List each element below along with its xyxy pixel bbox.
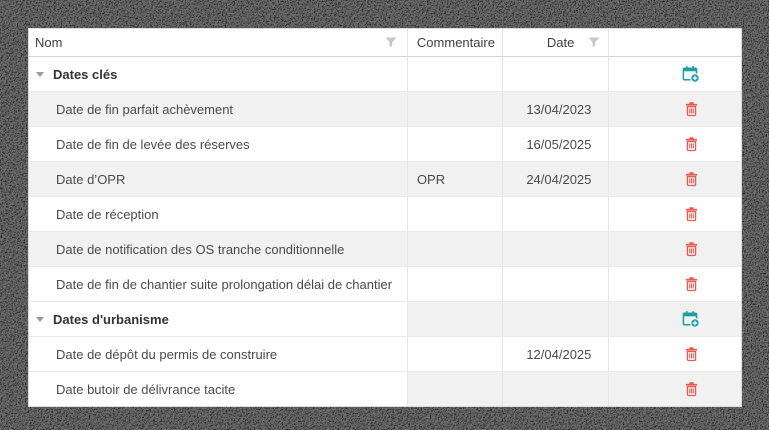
group-title: Dates clés [53,66,118,82]
date-cell: 24/04/2025 [502,162,610,196]
commentaire-cell [408,267,503,301]
column-header-date[interactable]: Date [503,29,610,56]
date-cell: 13/04/2023 [502,92,610,126]
actions-cell [609,232,741,266]
date-cell [502,302,610,336]
column-header-commentaire[interactable]: Commentaire [408,29,503,56]
column-header-nom[interactable]: Nom [29,29,408,56]
nom-cell: Date de fin de levée des réserves [29,127,408,161]
column-header-label: Commentaire [416,35,495,50]
date-value: 16/05/2025 [526,136,592,152]
table-row[interactable]: Date de fin de levée des réserves 16/05/2… [29,126,741,161]
trash-icon[interactable] [684,136,699,152]
trash-icon[interactable] [684,101,699,117]
chevron-down-icon[interactable] [36,71,44,77]
filter-icon[interactable] [588,37,600,48]
actions-cell [609,267,741,301]
trash-icon[interactable] [684,276,699,292]
actions-cell [609,197,741,231]
group-title: Dates d'urbanisme [53,311,169,327]
table-row[interactable]: Date de notification des OS tranche cond… [29,231,741,266]
commentaire-cell [408,197,503,231]
nom-cell: Dates d'urbanisme [29,302,408,336]
table-row[interactable]: Date de fin parfait achèvement 13/04/2023 [29,91,741,126]
table-body: Dates clés Date de fin parfait achèvemen… [29,57,741,406]
date-value: 13/04/2023 [526,101,592,117]
nom-cell: Date de dépôt du permis de construire [29,337,408,371]
dates-table: Nom Commentaire Date Dates clés [28,28,742,407]
commentaire-cell [407,92,503,126]
commentaire-cell: OPR [407,162,503,196]
table-row[interactable]: Date butoir de délivrance tacite [29,371,741,406]
commentaire-cell [407,372,503,406]
date-value: 24/04/2025 [526,171,592,187]
nom-cell: Date de fin de chantier suite prolongati… [29,267,408,301]
actions-cell [609,162,741,196]
date-name-label: Date de notification des OS tranche cond… [56,241,345,257]
commentaire-cell [407,302,503,336]
nom-cell: Date de réception [29,197,408,231]
date-cell [503,267,610,301]
table-header: Nom Commentaire Date [29,29,741,57]
date-cell [502,372,610,406]
nom-cell: Date de notification des OS tranche cond… [29,232,408,266]
date-name-label: Date de dépôt du permis de construire [56,346,278,362]
date-name-label: Date d’OPR [56,171,126,187]
filter-icon[interactable] [385,37,397,48]
actions-cell [609,127,741,161]
commentaire-cell [408,127,503,161]
nom-cell: Dates clés [29,57,408,91]
group-row[interactable]: Dates clés [29,57,741,91]
chevron-down-icon[interactable] [36,316,44,322]
date-cell: 12/04/2025 [503,337,610,371]
date-value: 12/04/2025 [526,346,592,362]
date-cell: 16/05/2025 [503,127,610,161]
date-name-label: Date de fin de chantier suite prolongati… [56,276,393,292]
commentaire-cell [408,57,503,91]
trash-icon[interactable] [684,171,699,187]
table-row[interactable]: Date d’OPR OPR 24/04/2025 [29,161,741,196]
calendar-add-icon[interactable] [682,65,701,83]
date-cell [502,232,610,266]
commentaire-cell [407,232,503,266]
date-name-label: Date de fin parfait achèvement [56,101,234,117]
nom-cell: Date butoir de délivrance tacite [29,372,408,406]
date-cell [503,57,610,91]
table-row[interactable]: Date de réception [29,196,741,231]
nom-cell: Date d’OPR [29,162,408,196]
actions-cell [609,372,741,406]
actions-cell [609,337,741,371]
actions-cell [609,92,741,126]
column-header-actions [609,29,741,56]
trash-icon[interactable] [684,206,699,222]
table-row[interactable]: Date de dépôt du permis de construire 12/… [29,336,741,371]
commentaire-value: OPR [416,171,446,187]
column-header-label: Nom [35,35,63,50]
trash-icon[interactable] [684,381,699,397]
trash-icon[interactable] [684,346,699,362]
date-cell [503,197,610,231]
trash-icon[interactable] [684,241,699,257]
date-name-label: Date de fin de levée des réserves [56,136,250,152]
calendar-add-icon[interactable] [682,310,701,328]
nom-cell: Date de fin parfait achèvement [29,92,408,126]
column-header-label: Date [546,35,575,50]
table-row[interactable]: Date de fin de chantier suite prolongati… [29,266,741,301]
actions-cell [609,302,741,336]
actions-cell [609,57,741,91]
date-name-label: Date de réception [56,206,159,222]
commentaire-cell [408,337,503,371]
group-row[interactable]: Dates d'urbanisme [29,301,741,336]
date-name-label: Date butoir de délivrance tacite [56,381,236,397]
